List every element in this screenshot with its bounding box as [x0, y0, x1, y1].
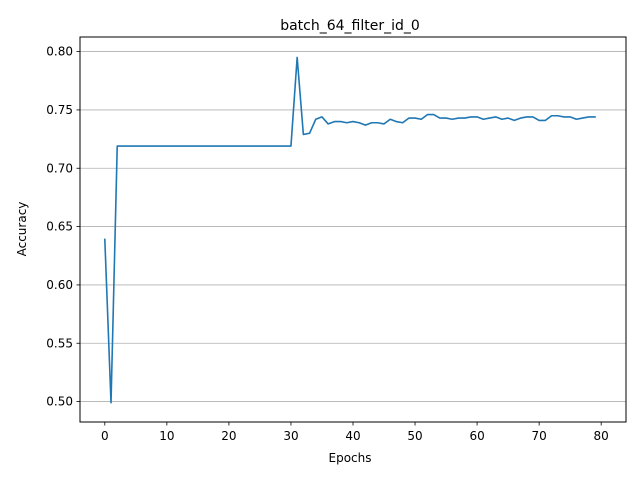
x-tick-label: 80: [594, 429, 609, 443]
x-tick-label: 0: [101, 429, 109, 443]
y-tick-label: 0.55: [46, 336, 73, 350]
x-tick-label: 10: [159, 429, 174, 443]
chart-title: batch_64_filter_id_0: [280, 18, 420, 34]
grid-lines: [80, 51, 626, 402]
y-axis-label: Accuracy: [15, 202, 29, 257]
x-tick-label: 50: [407, 429, 422, 443]
x-tick-label: 40: [345, 429, 360, 443]
x-tick-label: 20: [221, 429, 236, 443]
y-tick-label: 0.50: [46, 395, 73, 409]
y-tick-label: 0.65: [46, 220, 73, 234]
x-axis-ticks: 0 10 20 30 40 50 60 70 80: [101, 422, 609, 443]
y-tick-label: 0.60: [46, 278, 73, 292]
y-tick-label: 0.70: [46, 161, 73, 175]
y-tick-label: 0.80: [46, 45, 73, 59]
y-tick-label: 0.75: [46, 103, 73, 117]
y-axis-ticks: 0.50 0.55 0.60 0.65 0.70 0.75 0.80: [46, 45, 80, 409]
x-axis-label: Epochs: [329, 451, 372, 465]
series-line: [103, 56, 596, 404]
x-tick-label: 60: [469, 429, 484, 443]
x-tick-label: 30: [283, 429, 298, 443]
x-tick-label: 70: [531, 429, 546, 443]
series-layer: [103, 56, 596, 404]
